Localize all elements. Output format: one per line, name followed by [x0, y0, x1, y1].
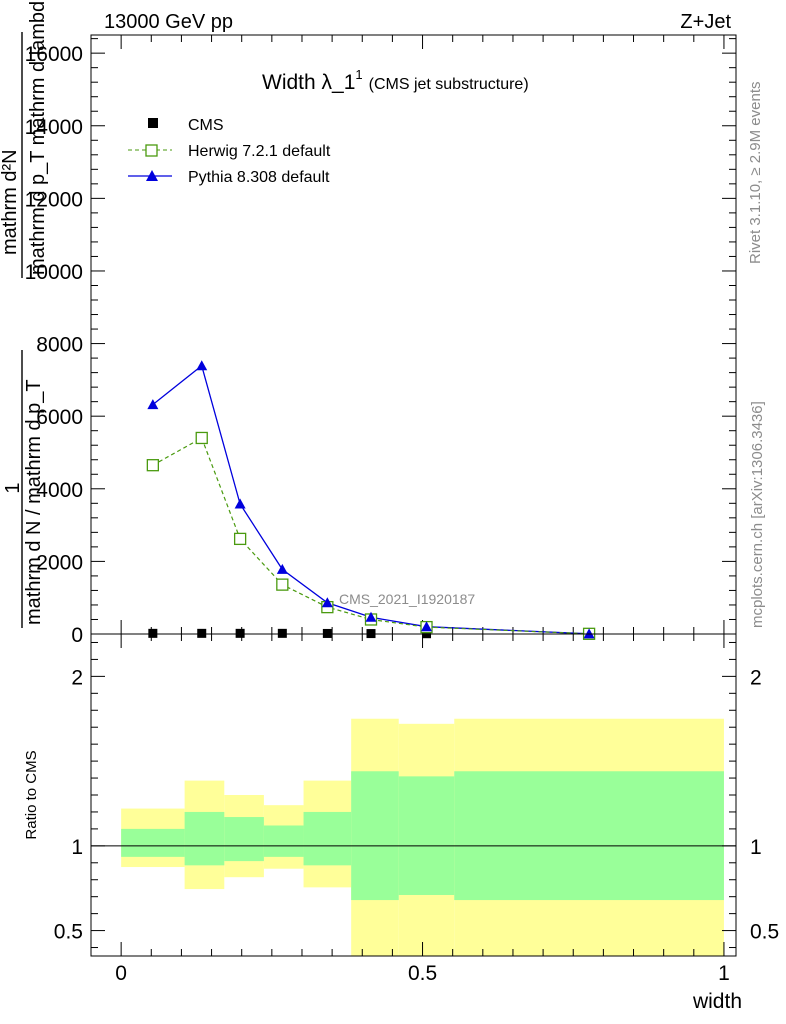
herwig-data-point — [233, 532, 247, 546]
main-plot-panel: 0 2000 4000 6000 8000 10000 12000 14000 16000 — [25, 34, 737, 647]
ratio-inner-band-bin — [454, 771, 724, 901]
pythia-data-point — [321, 597, 333, 608]
main-y-axis-ticks: 0 2000 4000 6000 8000 10000 12000 14000 16000 — [25, 35, 736, 647]
x-tick-label: 0.5 — [408, 962, 437, 985]
x-tick-label: 1 — [718, 962, 730, 985]
cms-data-point — [322, 628, 332, 638]
ratio-y-tick-label: 1 — [71, 836, 83, 859]
ratio-inner-band-bin — [263, 825, 304, 857]
main-y-tick-label: 2000 — [36, 551, 83, 574]
energy-label: 13000 GeV pp — [104, 11, 233, 33]
legend-marker-cms — [148, 118, 158, 128]
process-label: Z+Jet — [680, 11, 731, 33]
ratio-y-tick-label: 2 — [71, 666, 83, 689]
legend: CMS Herwig 7.2.1 default Pythia 8.308 de… — [128, 117, 331, 186]
pythia-data-point — [421, 621, 433, 632]
x-tick-label: 0 — [115, 962, 127, 985]
series-line-herwig — [152, 437, 590, 635]
rivet-version-label: Rivet 3.1.10, ≥ 2.9M events — [747, 82, 764, 265]
legend-marker-pythia — [146, 170, 158, 181]
ratio-axis-ticks: 0 0.5 1 0.5 0.5 1 1 2 2 — [54, 634, 779, 985]
y-label-one: 1 — [2, 482, 24, 493]
pythia-data-point — [147, 399, 159, 410]
ratio-y-tick-label-right: 0.5 — [750, 921, 779, 944]
ratio-uncertainty-bands — [121, 718, 724, 956]
ratio-y-tick-label-right: 1 — [750, 836, 762, 859]
y-label-denominator: mathrm d p_T mathrm d lambda — [27, 0, 49, 275]
series-line-pythia — [152, 364, 590, 635]
pythia-data-point — [196, 360, 208, 371]
ratio-plot-panel: 0 0.5 1 0.5 0.5 1 1 2 2 — [54, 633, 779, 985]
pythia-data-point — [583, 628, 595, 639]
ratio-inner-band-bin — [398, 776, 455, 895]
ratio-y-tick-label-right: 2 — [750, 666, 762, 689]
ratio-y-axis-label: Ratio to CMS — [23, 750, 40, 839]
ratio-inner-band-bin — [121, 828, 185, 857]
mcplots-label: mcplots.cern.ch [arXiv:1306.3436] — [749, 401, 766, 628]
legend-label-pythia: Pythia 8.308 default — [188, 169, 330, 186]
x-axis-label: width — [692, 990, 742, 1013]
ratio-inner-band-bin — [224, 817, 264, 862]
main-y-tick-label: 16000 — [25, 43, 83, 66]
legend-label-herwig: Herwig 7.2.1 default — [188, 143, 331, 160]
herwig-data-point — [276, 578, 289, 591]
main-y-tick-label: 12000 — [25, 188, 83, 211]
y-label-outer-denominator: mathrm d N / mathrm d p_T — [23, 379, 45, 625]
main-y-tick-label: 4000 — [36, 479, 83, 502]
y-label-numerator: mathrm d²N — [0, 149, 21, 255]
main-y-tick-label: 8000 — [36, 334, 83, 357]
legend-marker-herwig — [145, 144, 158, 157]
main-y-tick-label: 10000 — [25, 261, 83, 284]
main-y-tick-label: 6000 — [36, 406, 83, 429]
analysis-watermark: CMS_2021_I1920187 — [339, 591, 475, 607]
main-y-tick-label: 14000 — [25, 116, 83, 139]
pythia-data-point — [234, 498, 246, 509]
cms-data-point — [148, 628, 158, 638]
main-y-tick-label: 0 — [71, 624, 83, 647]
ratio-inner-band-bin — [303, 811, 352, 866]
pythia-data-point — [276, 563, 288, 574]
cms-data-point — [197, 628, 207, 638]
main-plot-series — [146, 360, 596, 640]
pythia-data-point — [365, 611, 377, 622]
plot-title: Width λ_11(CMS jet substructure) — [262, 67, 529, 94]
herwig-data-point — [195, 431, 208, 445]
ratio-inner-band-bin — [351, 771, 399, 901]
herwig-data-point — [146, 459, 159, 472]
ratio-inner-band-bin — [184, 811, 225, 866]
main-y-axis-label: 1 mathrm d N / mathrm d p_T mathrm d²N m… — [0, 0, 49, 628]
legend-label-cms: CMS — [188, 117, 224, 134]
cms-data-point — [277, 628, 287, 638]
cms-data-point — [235, 628, 245, 638]
ratio-y-tick-label: 0.5 — [54, 921, 83, 944]
